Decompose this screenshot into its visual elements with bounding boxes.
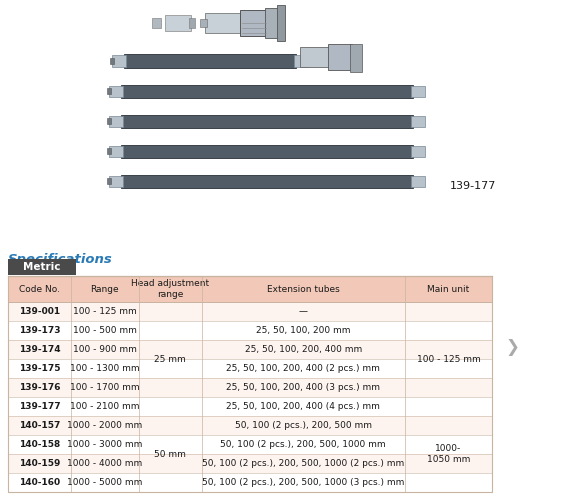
Text: 50, 100 (2 pcs.), 200, 500, 1000 (3 pcs.) mm: 50, 100 (2 pcs.), 200, 500, 1000 (3 pcs.… xyxy=(202,478,404,487)
Bar xyxy=(8,340,492,359)
Text: 100 - 125 mm: 100 - 125 mm xyxy=(73,307,136,316)
Text: 139-001: 139-001 xyxy=(19,307,60,316)
Bar xyxy=(350,44,362,72)
Text: 25, 50, 100, 200, 400 (2 pcs.) mm: 25, 50, 100, 200, 400 (2 pcs.) mm xyxy=(226,364,380,373)
Bar xyxy=(411,85,425,96)
Bar xyxy=(265,8,279,38)
Bar xyxy=(8,302,492,321)
Bar xyxy=(8,454,492,473)
Text: 50, 100 (2 pcs.), 200, 500, 1000 (2 pcs.) mm: 50, 100 (2 pcs.), 200, 500, 1000 (2 pcs.… xyxy=(202,459,404,468)
Bar xyxy=(240,10,268,36)
Bar xyxy=(8,276,492,302)
Bar xyxy=(109,175,123,186)
Text: 1000 - 5000 mm: 1000 - 5000 mm xyxy=(67,478,143,487)
Text: Extension tubes: Extension tubes xyxy=(267,284,340,294)
Text: Head adjustment
range: Head adjustment range xyxy=(131,279,209,299)
Bar xyxy=(294,55,308,67)
Bar xyxy=(112,55,126,67)
Text: 50, 100 (2 pcs.), 200, 500 mm: 50, 100 (2 pcs.), 200, 500 mm xyxy=(235,421,372,430)
Bar xyxy=(8,259,76,275)
Text: 100 - 900 mm: 100 - 900 mm xyxy=(73,345,136,354)
Bar xyxy=(411,175,425,186)
Text: 140-158: 140-158 xyxy=(19,440,60,449)
Text: 25, 50, 100, 200, 400 mm: 25, 50, 100, 200, 400 mm xyxy=(245,345,362,354)
Text: 100 - 1300 mm: 100 - 1300 mm xyxy=(70,364,140,373)
Text: 100 - 500 mm: 100 - 500 mm xyxy=(73,326,136,335)
Bar xyxy=(411,146,425,157)
Text: Specifications: Specifications xyxy=(8,253,113,266)
Text: 139-177: 139-177 xyxy=(450,181,496,191)
Text: 100 - 2100 mm: 100 - 2100 mm xyxy=(70,402,139,411)
Text: 139-173: 139-173 xyxy=(19,326,60,335)
Bar xyxy=(200,19,207,27)
Bar xyxy=(8,359,492,378)
Text: 100 - 125 mm: 100 - 125 mm xyxy=(417,354,481,363)
Text: 139-177: 139-177 xyxy=(19,402,60,411)
Text: 25 mm: 25 mm xyxy=(155,354,186,363)
Bar xyxy=(109,115,123,127)
Bar xyxy=(107,148,111,154)
Bar xyxy=(8,397,492,416)
Bar xyxy=(328,44,352,70)
Text: 50 mm: 50 mm xyxy=(154,449,186,459)
Bar xyxy=(152,18,161,28)
Text: 139-174: 139-174 xyxy=(19,345,60,354)
Text: ❯: ❯ xyxy=(505,338,519,356)
Text: 25, 50, 100, 200, 400 (4 pcs.) mm: 25, 50, 100, 200, 400 (4 pcs.) mm xyxy=(226,402,380,411)
Bar xyxy=(277,5,285,41)
Bar xyxy=(109,146,123,157)
Bar xyxy=(8,321,492,340)
Text: 25, 50, 100, 200 mm: 25, 50, 100, 200 mm xyxy=(256,326,350,335)
Bar xyxy=(121,84,413,97)
Text: 1000 - 4000 mm: 1000 - 4000 mm xyxy=(67,459,143,468)
Text: 25, 50, 100, 200, 400 (3 pcs.) mm: 25, 50, 100, 200, 400 (3 pcs.) mm xyxy=(226,383,380,392)
Bar xyxy=(121,145,413,158)
Text: 100 - 1700 mm: 100 - 1700 mm xyxy=(70,383,140,392)
Bar xyxy=(121,114,413,128)
Text: Main unit: Main unit xyxy=(428,284,470,294)
Bar xyxy=(8,416,492,435)
Bar xyxy=(189,18,195,28)
Text: 1000-
1050 mm: 1000- 1050 mm xyxy=(427,444,470,464)
Text: 139-176: 139-176 xyxy=(19,383,60,392)
Bar xyxy=(110,58,114,64)
Text: Metric: Metric xyxy=(23,262,61,272)
Bar xyxy=(300,47,350,67)
Bar xyxy=(121,174,413,187)
Bar xyxy=(109,85,123,96)
Text: 1000 - 2000 mm: 1000 - 2000 mm xyxy=(67,421,143,430)
Bar xyxy=(124,54,296,68)
Text: 140-157: 140-157 xyxy=(19,421,60,430)
Bar xyxy=(8,473,492,492)
Text: 1000 - 3000 mm: 1000 - 3000 mm xyxy=(67,440,143,449)
Text: 139-175: 139-175 xyxy=(19,364,60,373)
Bar xyxy=(107,118,111,124)
Bar xyxy=(205,13,260,33)
Text: 140-160: 140-160 xyxy=(19,478,60,487)
Bar xyxy=(107,178,111,184)
Text: 140-159: 140-159 xyxy=(19,459,60,468)
Bar xyxy=(165,15,191,31)
Text: Code No.: Code No. xyxy=(19,284,60,294)
Text: —: — xyxy=(299,307,308,316)
Bar xyxy=(8,435,492,454)
Bar xyxy=(8,276,492,492)
Bar xyxy=(411,115,425,127)
Text: 50, 100 (2 pcs.), 200, 500, 1000 mm: 50, 100 (2 pcs.), 200, 500, 1000 mm xyxy=(221,440,386,449)
Bar xyxy=(107,88,111,94)
Text: Range: Range xyxy=(90,284,119,294)
Bar xyxy=(8,378,492,397)
